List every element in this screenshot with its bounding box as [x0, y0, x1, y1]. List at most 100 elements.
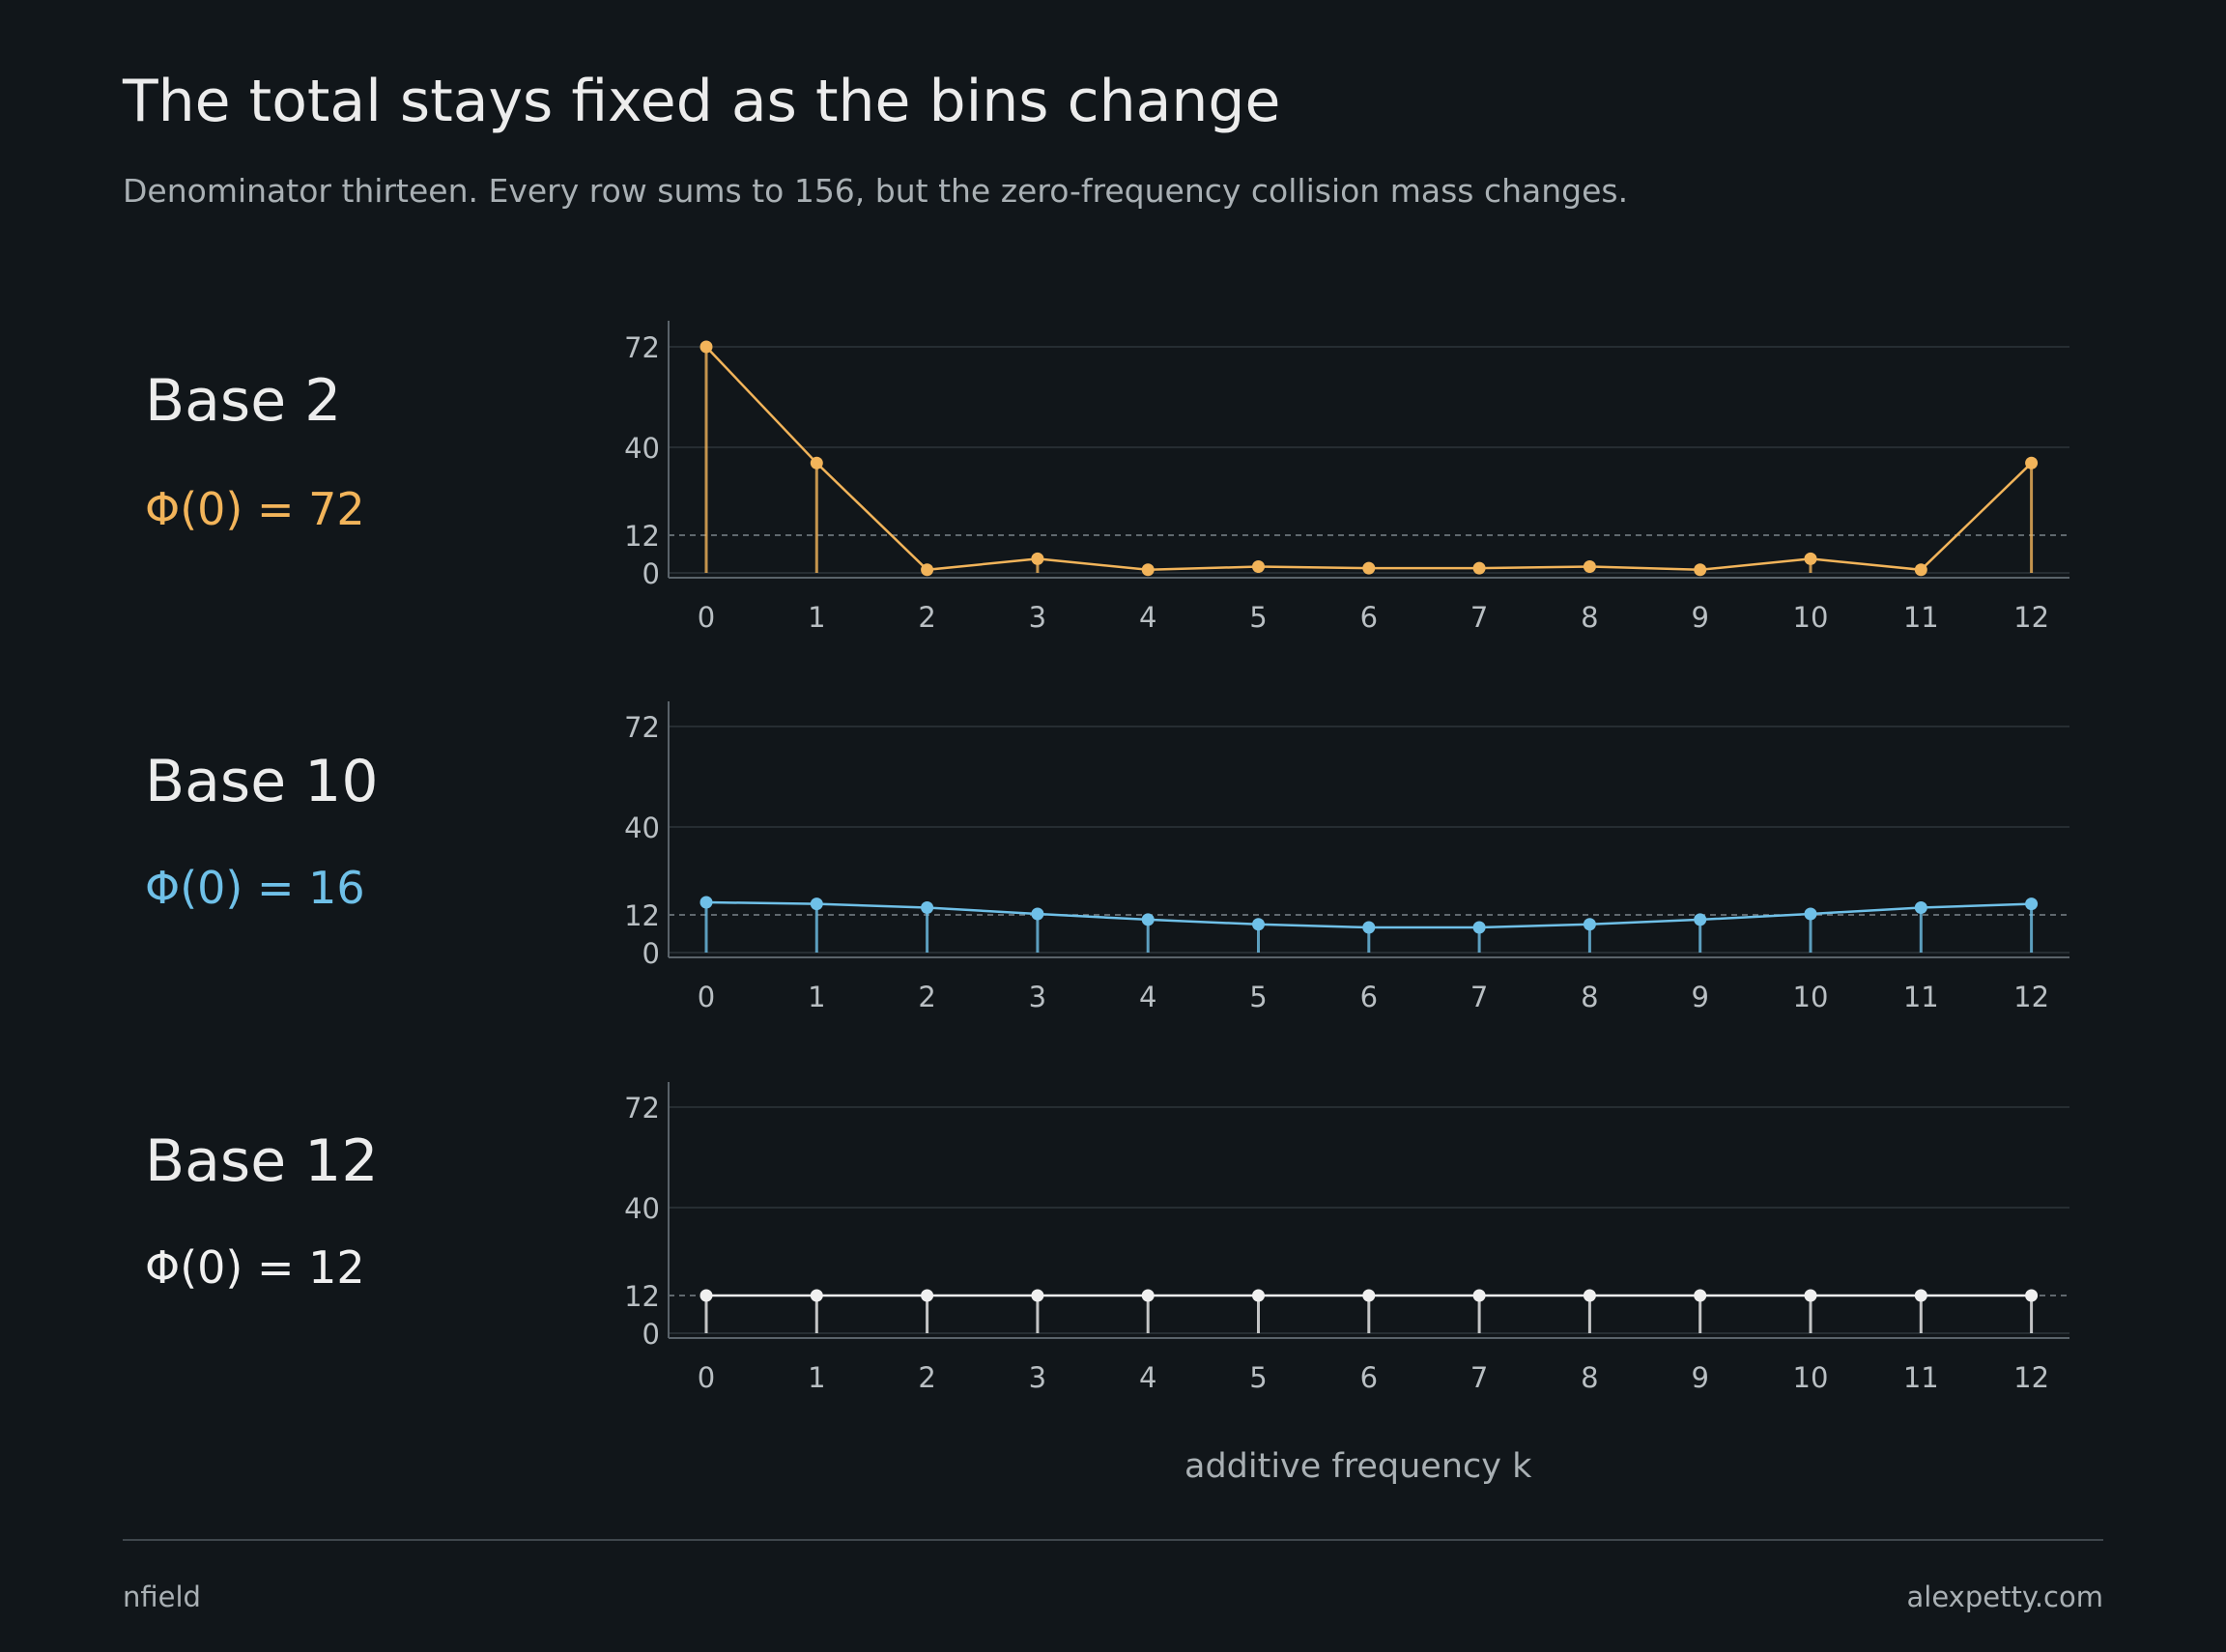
data-point: [1362, 921, 1376, 934]
panel-base-2-label: Base 2: [145, 367, 342, 435]
x-tick-label: 2: [918, 981, 935, 1013]
data-point: [1472, 1289, 1486, 1302]
chart-title: The total stays fixed as the bins change: [123, 68, 1281, 135]
data-point: [1252, 1289, 1265, 1302]
data-point: [1141, 563, 1155, 577]
data-point: [921, 1289, 934, 1302]
data-point: [1252, 560, 1265, 573]
x-tick-label: 5: [1249, 601, 1267, 634]
x-tick-label: 11: [1903, 981, 1939, 1013]
x-tick-label: 8: [1581, 1361, 1598, 1394]
panel-base-2-phi: Φ(0) = 72: [145, 483, 365, 535]
data-point: [1804, 907, 1817, 921]
x-tick-label: 12: [2013, 601, 2049, 634]
x-tick-label: 6: [1360, 1361, 1378, 1394]
data-point: [1914, 563, 1927, 577]
panel-base-12-label: Base 12: [145, 1127, 379, 1195]
footer-right-text: alexpetty.com: [1906, 1581, 2104, 1613]
x-tick-label: 12: [2013, 1361, 2049, 1394]
data-point: [1362, 1289, 1376, 1302]
data-point: [699, 340, 713, 354]
footer-divider: [123, 1539, 2103, 1541]
x-tick-label: 7: [1470, 981, 1488, 1013]
data-point: [1914, 1289, 1927, 1302]
x-tick-label: 0: [698, 1361, 715, 1394]
data-point: [1583, 1289, 1596, 1302]
x-tick-label: 4: [1139, 981, 1156, 1013]
data-point: [699, 1289, 713, 1302]
x-tick-label: 5: [1249, 981, 1267, 1013]
data-point: [1252, 918, 1265, 931]
data-point: [1694, 563, 1707, 577]
y-tick-label: 40: [624, 1192, 660, 1225]
y-tick-label: 12: [624, 520, 660, 553]
x-tick-label: 12: [2013, 981, 2049, 1013]
data-point: [921, 901, 934, 915]
x-tick-label: 2: [918, 1361, 935, 1394]
x-tick-label: 10: [1793, 601, 1829, 634]
x-tick-label: 4: [1139, 1361, 1156, 1394]
x-tick-label: 3: [1029, 1361, 1046, 1394]
x-tick-label: 7: [1470, 1361, 1488, 1394]
x-tick-label: 8: [1581, 981, 1598, 1013]
x-tick-label: 6: [1360, 981, 1378, 1013]
data-point: [921, 563, 934, 577]
x-tick-label: 10: [1793, 1361, 1829, 1394]
y-tick-label: 0: [642, 1318, 660, 1351]
data-point: [1141, 1289, 1155, 1302]
data-point: [2025, 456, 2039, 470]
data-point: [810, 456, 823, 470]
data-point: [1914, 901, 1927, 915]
x-tick-label: 1: [808, 1361, 825, 1394]
data-point: [1804, 1289, 1817, 1302]
y-tick-label: 12: [624, 1280, 660, 1313]
data-point: [1031, 552, 1044, 565]
x-tick-label: 8: [1581, 601, 1598, 634]
x-tick-label: 9: [1691, 601, 1708, 634]
x-tick-label: 0: [698, 601, 715, 634]
y-tick-label: 0: [642, 557, 660, 590]
x-tick-label: 0: [698, 981, 715, 1013]
footer-left-text: nfield: [123, 1581, 201, 1613]
data-point: [1694, 1289, 1707, 1302]
y-tick-label: 40: [624, 432, 660, 465]
x-tick-label: 3: [1029, 981, 1046, 1013]
y-tick-label: 40: [624, 812, 660, 844]
x-tick-label: 6: [1360, 601, 1378, 634]
data-point: [1694, 913, 1707, 926]
data-point: [1362, 561, 1376, 575]
series-line: [705, 346, 2033, 572]
x-axis-label: additive frequency k: [1184, 1447, 1532, 1486]
data-point: [810, 897, 823, 911]
data-point: [1031, 1289, 1044, 1302]
x-tick-label: 10: [1793, 981, 1829, 1013]
x-tick-label: 11: [1903, 1361, 1939, 1394]
x-tick-label: 1: [808, 601, 825, 634]
x-tick-label: 7: [1470, 601, 1488, 634]
y-tick-label: 72: [624, 1092, 660, 1125]
x-tick-label: 9: [1691, 981, 1708, 1013]
x-tick-label: 2: [918, 601, 935, 634]
y-tick-label: 72: [624, 711, 660, 744]
y-tick-label: 0: [642, 937, 660, 970]
data-point: [810, 1289, 823, 1302]
panel-base-10-phi: Φ(0) = 16: [145, 862, 365, 914]
data-point: [2025, 1289, 2039, 1302]
x-tick-label: 9: [1691, 1361, 1708, 1394]
x-tick-label: 5: [1249, 1361, 1267, 1394]
x-tick-label: 11: [1903, 601, 1939, 634]
x-tick-label: 3: [1029, 601, 1046, 634]
x-tick-label: 4: [1139, 601, 1156, 634]
data-point: [699, 896, 713, 909]
data-point: [2025, 897, 2039, 911]
chart-subtitle: Denominator thirteen. Every row sums to …: [123, 172, 1629, 210]
data-point: [1472, 921, 1486, 934]
data-point: [1583, 918, 1596, 931]
data-point: [1472, 561, 1486, 575]
data-point: [1804, 552, 1817, 565]
panel-base-10-label: Base 10: [145, 748, 379, 815]
x-tick-label: 1: [808, 981, 825, 1013]
y-tick-label: 72: [624, 331, 660, 364]
y-tick-label: 12: [624, 899, 660, 932]
